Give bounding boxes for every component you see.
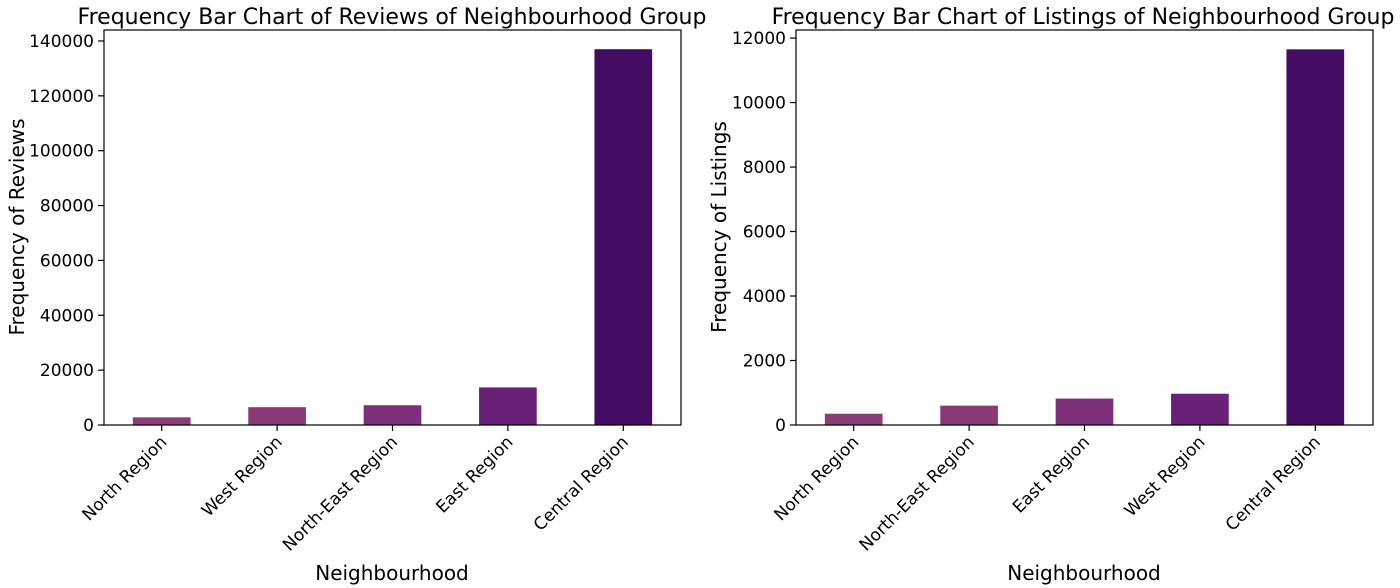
reviews-y-tick-label-1: 20000	[40, 361, 94, 381]
listings-chart-ylabel: Frequency of Listings	[707, 121, 731, 333]
listings-bar-0	[824, 413, 883, 425]
reviews-y-tick-label-7: 140000	[29, 32, 94, 52]
reviews-chart: Frequency Bar Chart of Reviews of Neighb…	[5, 5, 706, 585]
listings-y-tick-label-2: 4000	[743, 287, 786, 307]
listings-y-tick-label-3: 6000	[743, 223, 786, 243]
reviews-y-tick-label-0: 0	[83, 416, 94, 436]
reviews-x-tick-label-1: West Region	[198, 432, 287, 521]
listings-y-tick-label-1: 2000	[743, 352, 786, 372]
reviews-chart-y-axis: 0 20000 40000 60000 80000 100000 120000 140000	[29, 32, 104, 436]
listings-bar-2	[1055, 398, 1114, 425]
listings-chart: Frequency Bar Chart of Listings of Neigh…	[707, 5, 1394, 585]
reviews-bar-0	[132, 417, 191, 425]
reviews-bar-3	[479, 387, 537, 425]
reviews-chart-frame	[103, 29, 682, 426]
reviews-x-tick-label-3: East Region	[432, 432, 517, 517]
reviews-y-tick-label-3: 60000	[40, 251, 94, 271]
listings-x-tick-label-3: West Region	[1121, 432, 1210, 521]
reviews-chart-xlabel: Neighbourhood	[315, 561, 469, 585]
reviews-y-tick-label-2: 40000	[40, 306, 94, 326]
reviews-x-tick-label-4: Central Region	[530, 432, 633, 535]
listings-bar-1	[940, 405, 998, 425]
listings-y-tick-label-6: 12000	[732, 29, 786, 49]
reviews-chart-bars	[132, 49, 653, 426]
listings-bar-3	[1171, 393, 1229, 425]
reviews-x-tick-label-0: North Region	[78, 432, 171, 525]
listings-chart-title: Frequency Bar Chart of Listings of Neigh…	[772, 5, 1395, 30]
listings-chart-bars	[824, 49, 1345, 426]
listings-x-tick-label-1: North-East Region	[856, 432, 979, 555]
listings-bar-4	[1286, 49, 1345, 426]
listings-y-tick-label-4: 8000	[743, 158, 786, 178]
listings-chart-frame	[795, 29, 1374, 426]
reviews-y-tick-label-4: 80000	[40, 197, 94, 217]
reviews-bar-2	[363, 405, 422, 425]
reviews-bar-4	[594, 49, 653, 426]
listings-y-tick-label-5: 10000	[732, 94, 786, 114]
reviews-x-tick-label-2: North-East Region	[279, 432, 402, 555]
listings-y-tick-label-0: 0	[775, 416, 786, 436]
reviews-y-tick-label-6: 120000	[29, 87, 94, 107]
reviews-chart-ylabel: Frequency of Reviews	[5, 118, 29, 335]
listings-x-tick-label-0: North Region	[770, 432, 863, 525]
listings-chart-y-axis: 0 2000 4000 6000 8000 10000 12000	[732, 29, 796, 436]
reviews-y-tick-label-5: 100000	[29, 142, 94, 162]
listings-x-tick-label-2: East Region	[1009, 432, 1094, 517]
reviews-bar-1	[248, 407, 306, 425]
listings-chart-xlabel: Neighbourhood	[1007, 561, 1161, 585]
reviews-chart-title: Frequency Bar Chart of Reviews of Neighb…	[78, 5, 707, 30]
listings-x-tick-label-4: Central Region	[1222, 432, 1325, 535]
